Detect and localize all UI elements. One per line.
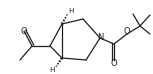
Text: O: O	[124, 26, 130, 36]
Text: H: H	[49, 67, 55, 73]
Text: N: N	[97, 34, 103, 42]
Text: O: O	[21, 26, 27, 36]
Text: H: H	[68, 8, 74, 14]
Text: O: O	[111, 59, 117, 67]
